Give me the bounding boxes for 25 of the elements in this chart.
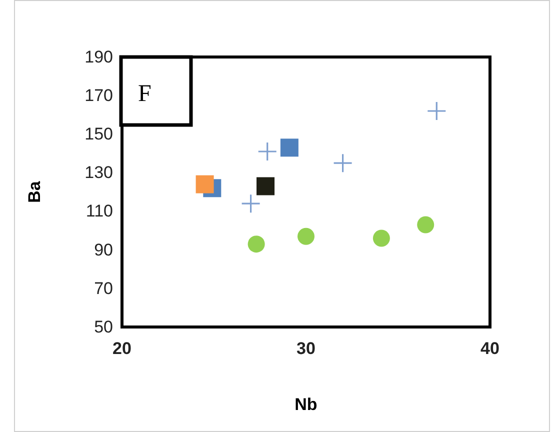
point [241,194,261,214]
x-tick-label: 20 [112,339,132,358]
point [256,177,275,196]
y-tick-label: 50 [94,317,113,336]
y-tick-label: 190 [84,47,113,66]
y-tick-label: 70 [94,278,113,298]
y-tick-label: 130 [84,163,113,182]
y-tick-label: 150 [84,124,113,144]
point [248,236,265,253]
point [298,228,314,245]
point [426,101,446,121]
y-axis-title: Ba [25,180,44,203]
x-tick-label: 40 [480,339,500,358]
point [280,138,298,157]
y-tick-label: 170 [84,86,113,106]
x-tick-label: 30 [296,339,316,358]
point [258,142,278,162]
x-axis-title: Nb [294,395,318,414]
y-tick-label: 90 [94,240,113,260]
point [333,153,353,173]
y-tick-label: 110 [86,202,113,221]
point [417,216,434,234]
annotation: F [138,81,152,107]
point [372,230,390,247]
point [196,175,214,194]
